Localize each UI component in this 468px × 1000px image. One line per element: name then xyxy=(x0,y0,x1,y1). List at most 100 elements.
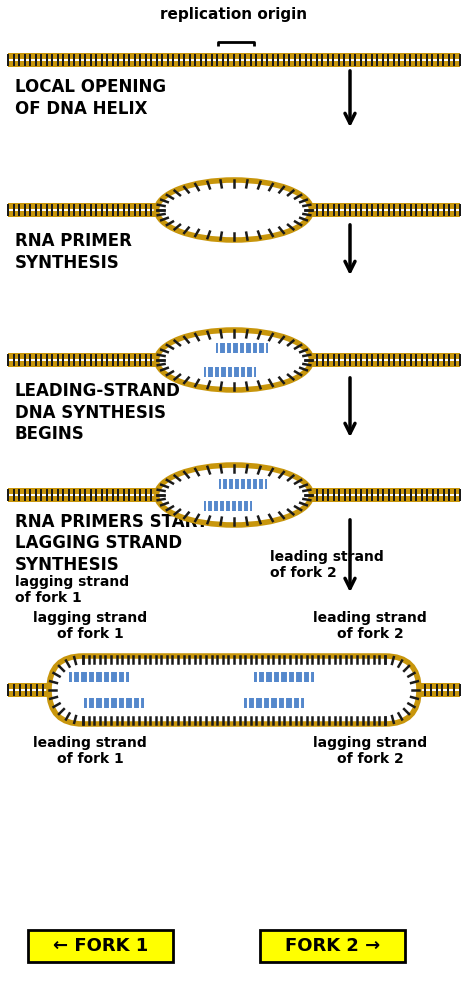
Bar xyxy=(101,354,102,366)
Bar xyxy=(30,684,32,696)
Bar xyxy=(404,204,406,216)
Bar xyxy=(178,54,180,66)
Bar xyxy=(23,54,26,66)
Bar xyxy=(448,489,450,501)
Bar xyxy=(421,204,423,216)
Bar xyxy=(415,204,417,216)
Bar xyxy=(419,683,460,689)
Bar xyxy=(101,204,102,216)
Bar xyxy=(8,496,156,502)
Bar xyxy=(360,354,362,366)
Bar xyxy=(62,354,64,366)
Text: replication origin: replication origin xyxy=(161,7,307,22)
Bar xyxy=(344,204,345,216)
Bar xyxy=(84,489,86,501)
Bar xyxy=(117,354,119,366)
Bar xyxy=(95,489,97,501)
Bar xyxy=(13,489,15,501)
Bar xyxy=(288,54,290,66)
Bar xyxy=(29,489,31,501)
Bar xyxy=(312,211,460,217)
Bar xyxy=(344,354,345,366)
Bar xyxy=(139,54,141,66)
Bar xyxy=(62,54,64,66)
Bar xyxy=(393,204,395,216)
Bar xyxy=(8,53,460,59)
Bar xyxy=(310,489,313,501)
Bar xyxy=(443,204,445,216)
Bar xyxy=(393,54,395,66)
Bar xyxy=(90,54,92,66)
Bar xyxy=(18,489,20,501)
Bar xyxy=(8,61,460,67)
Bar xyxy=(443,489,445,501)
Bar xyxy=(376,489,379,501)
Bar xyxy=(277,54,279,66)
Bar xyxy=(376,204,379,216)
Bar xyxy=(51,204,53,216)
Bar xyxy=(437,54,439,66)
Bar xyxy=(283,54,285,66)
Bar xyxy=(453,684,455,696)
Bar xyxy=(145,354,146,366)
Bar xyxy=(312,488,460,494)
Text: FORK 2 →: FORK 2 → xyxy=(285,937,380,955)
Bar xyxy=(106,354,108,366)
Bar xyxy=(354,489,357,501)
Bar xyxy=(388,54,389,66)
Bar xyxy=(360,204,362,216)
Bar xyxy=(7,354,9,366)
Bar xyxy=(415,354,417,366)
Ellipse shape xyxy=(156,465,312,525)
Bar xyxy=(322,204,323,216)
Bar xyxy=(371,489,373,501)
Bar xyxy=(459,489,461,501)
Bar xyxy=(117,204,119,216)
Text: RNA PRIMER
SYNTHESIS: RNA PRIMER SYNTHESIS xyxy=(15,232,132,271)
Bar xyxy=(79,354,80,366)
Bar xyxy=(376,354,379,366)
Bar xyxy=(349,489,351,501)
Bar xyxy=(388,489,389,501)
Bar xyxy=(40,204,42,216)
FancyBboxPatch shape xyxy=(260,930,405,962)
Bar xyxy=(312,361,460,367)
Bar xyxy=(13,204,15,216)
Bar xyxy=(410,489,411,501)
Bar xyxy=(371,54,373,66)
Bar xyxy=(133,204,136,216)
Bar xyxy=(366,204,367,216)
Bar xyxy=(459,354,461,366)
Bar xyxy=(366,354,367,366)
Bar xyxy=(45,489,47,501)
Bar xyxy=(67,204,70,216)
Bar xyxy=(459,54,461,66)
Text: RNA PRIMERS START
LAGGING STRAND
SYNTHESIS: RNA PRIMERS START LAGGING STRAND SYNTHES… xyxy=(15,513,208,574)
Bar xyxy=(13,684,15,696)
Bar xyxy=(343,54,345,66)
Text: LOCAL OPENING
OF DNA HELIX: LOCAL OPENING OF DNA HELIX xyxy=(15,78,166,117)
Bar xyxy=(299,54,301,66)
Bar xyxy=(293,54,296,66)
Bar xyxy=(73,354,75,366)
Bar xyxy=(349,354,351,366)
Bar xyxy=(45,354,47,366)
Bar xyxy=(42,684,44,696)
Bar xyxy=(13,354,15,366)
Bar xyxy=(51,489,53,501)
Bar xyxy=(8,691,49,697)
Bar xyxy=(23,489,25,501)
Bar xyxy=(37,684,38,696)
Bar xyxy=(354,54,356,66)
Bar xyxy=(421,354,423,366)
Bar xyxy=(8,683,49,689)
Bar xyxy=(332,54,334,66)
Bar xyxy=(8,361,156,367)
Bar xyxy=(84,354,86,366)
Bar xyxy=(128,54,130,66)
Bar xyxy=(7,204,9,216)
Bar xyxy=(382,354,384,366)
Bar xyxy=(133,354,136,366)
Bar xyxy=(139,204,141,216)
Bar xyxy=(150,354,152,366)
